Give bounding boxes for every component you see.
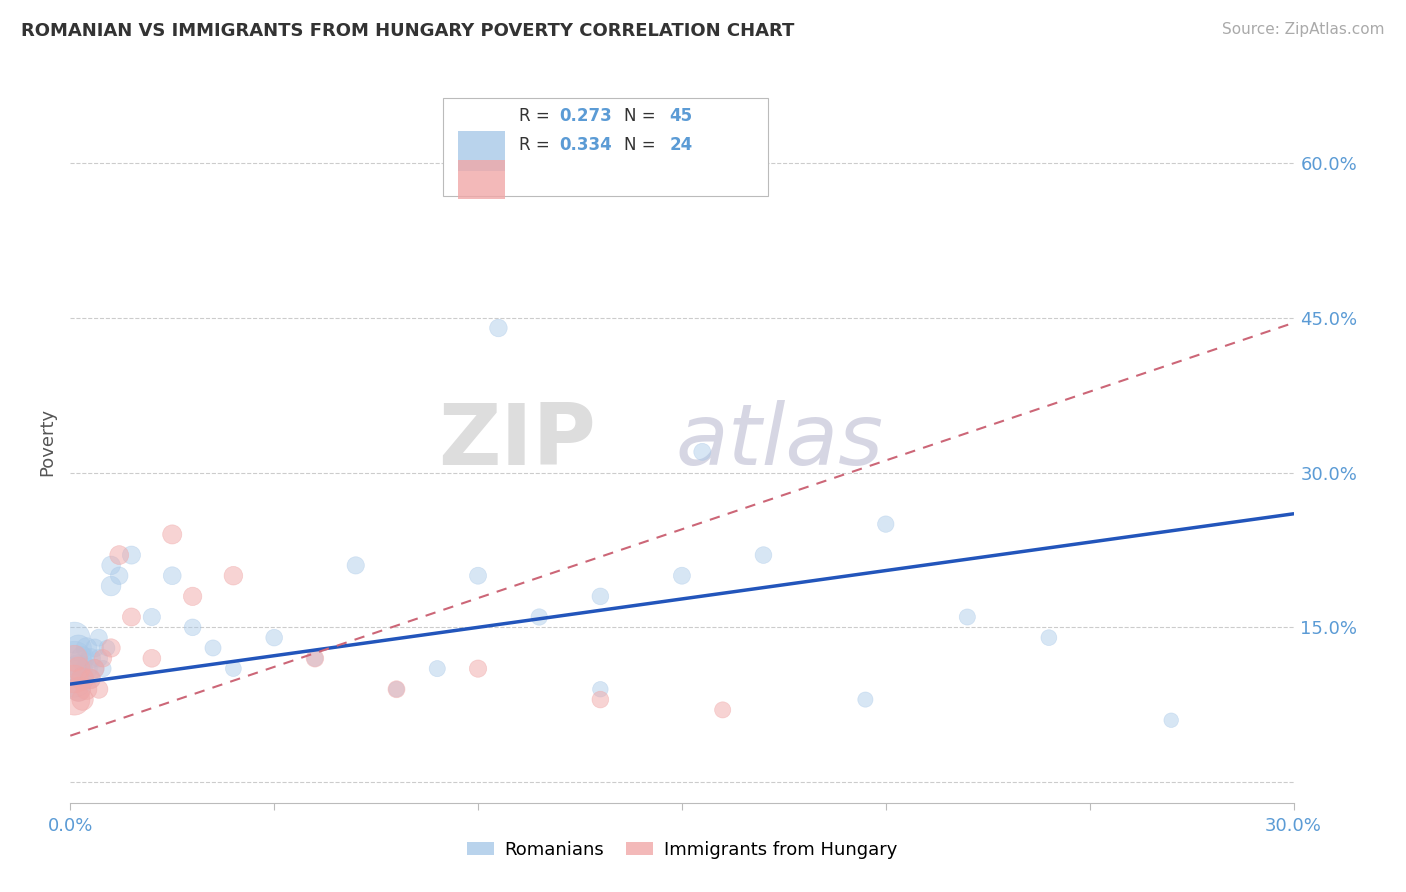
Point xyxy=(63,672,86,686)
Point xyxy=(63,651,86,665)
Point xyxy=(67,662,90,676)
Text: R =: R = xyxy=(519,136,555,154)
Point xyxy=(76,682,98,697)
Point xyxy=(72,692,94,706)
Point xyxy=(76,640,98,655)
Point xyxy=(67,640,90,655)
Point xyxy=(108,568,131,582)
Point xyxy=(87,651,110,665)
Point xyxy=(162,568,183,582)
Point xyxy=(87,682,110,697)
Text: R =: R = xyxy=(519,107,555,126)
Point xyxy=(100,558,122,573)
Point xyxy=(96,640,118,655)
Point xyxy=(344,558,367,573)
Text: N =: N = xyxy=(624,107,661,126)
Point xyxy=(141,610,163,624)
Text: 0.273: 0.273 xyxy=(560,107,613,126)
Point xyxy=(100,579,122,593)
Text: ZIP: ZIP xyxy=(439,400,596,483)
Point xyxy=(67,662,90,676)
Point xyxy=(956,610,979,624)
Point xyxy=(91,651,114,665)
Point xyxy=(304,651,326,665)
Point xyxy=(162,527,183,541)
Point xyxy=(67,682,90,697)
Point xyxy=(87,631,110,645)
Point xyxy=(181,620,204,634)
FancyBboxPatch shape xyxy=(458,160,505,200)
Point xyxy=(1160,713,1182,727)
Point xyxy=(589,590,612,604)
Legend: Romanians, Immigrants from Hungary: Romanians, Immigrants from Hungary xyxy=(460,834,904,866)
Point xyxy=(121,610,143,624)
Point xyxy=(108,548,131,562)
Point xyxy=(72,672,94,686)
Point xyxy=(83,662,105,676)
Point xyxy=(63,651,86,665)
Point xyxy=(467,568,489,582)
Y-axis label: Poverty: Poverty xyxy=(38,408,56,475)
Point xyxy=(304,651,326,665)
Point xyxy=(711,703,734,717)
Point xyxy=(529,610,551,624)
Point xyxy=(385,682,408,697)
Point xyxy=(63,692,86,706)
Point xyxy=(875,517,897,532)
Point xyxy=(222,568,245,582)
Point xyxy=(589,692,612,706)
Text: 24: 24 xyxy=(669,136,693,154)
Point xyxy=(63,672,86,686)
Point xyxy=(91,662,114,676)
Point xyxy=(63,631,86,645)
Text: 0.334: 0.334 xyxy=(560,136,613,154)
Point xyxy=(121,548,143,562)
Point xyxy=(690,445,713,459)
Point xyxy=(83,662,105,676)
FancyBboxPatch shape xyxy=(443,98,768,196)
Point xyxy=(141,651,163,665)
Point xyxy=(1038,631,1060,645)
Point xyxy=(671,568,693,582)
Point xyxy=(855,692,877,706)
Point xyxy=(488,321,510,335)
Point xyxy=(100,640,122,655)
Point xyxy=(67,682,90,697)
Text: 45: 45 xyxy=(669,107,693,126)
Point xyxy=(79,672,103,686)
Point xyxy=(76,662,98,676)
Point xyxy=(467,662,489,676)
Text: ROMANIAN VS IMMIGRANTS FROM HUNGARY POVERTY CORRELATION CHART: ROMANIAN VS IMMIGRANTS FROM HUNGARY POVE… xyxy=(21,22,794,40)
Point xyxy=(426,662,449,676)
Point xyxy=(72,672,94,686)
Point xyxy=(83,640,105,655)
Point xyxy=(222,662,245,676)
Point xyxy=(385,682,408,697)
Point xyxy=(202,640,225,655)
FancyBboxPatch shape xyxy=(458,131,505,170)
Text: N =: N = xyxy=(624,136,661,154)
Point xyxy=(752,548,775,562)
Point xyxy=(181,590,204,604)
Point xyxy=(79,672,103,686)
Point xyxy=(589,682,612,697)
Point xyxy=(263,631,285,645)
Point xyxy=(79,651,103,665)
Text: Source: ZipAtlas.com: Source: ZipAtlas.com xyxy=(1222,22,1385,37)
Point xyxy=(72,651,94,665)
Text: atlas: atlas xyxy=(676,400,884,483)
